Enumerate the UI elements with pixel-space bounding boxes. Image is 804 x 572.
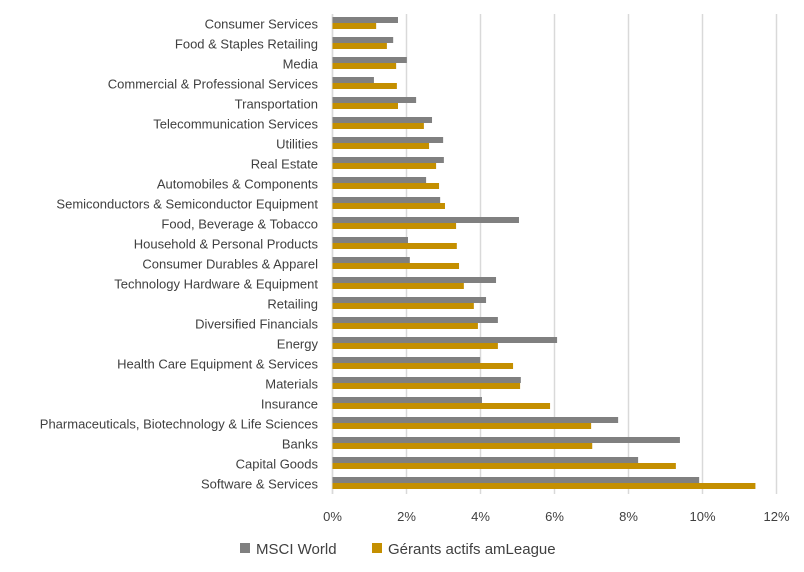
category-label: Telecommunication Services	[153, 117, 318, 132]
bar-msci-world	[332, 177, 427, 183]
bar-msci-world	[332, 357, 481, 363]
bar-gerants-actifs	[332, 383, 521, 389]
legend-swatch	[240, 543, 250, 553]
bar-gerants-actifs	[332, 83, 397, 89]
x-tick-label: 2%	[397, 509, 416, 524]
category-label: Real Estate	[251, 157, 318, 172]
bar-gerants-actifs	[332, 403, 551, 409]
legend-swatch	[372, 543, 382, 553]
bar-msci-world	[332, 457, 639, 463]
bar-gerants-actifs	[332, 163, 437, 169]
bar-gerants-actifs	[332, 423, 592, 429]
category-label: Utilities	[276, 137, 318, 152]
bar-gerants-actifs	[332, 223, 457, 229]
category-label: Consumer Services	[205, 17, 319, 32]
bar-msci-world	[332, 37, 394, 43]
bar-msci-world	[332, 437, 680, 443]
x-tick-label: 4%	[471, 509, 490, 524]
category-label: Commercial & Professional Services	[108, 77, 319, 92]
x-tick-label: 6%	[545, 509, 564, 524]
bar-gerants-actifs	[332, 43, 387, 49]
category-label: Semiconductors & Semiconductor Equipment	[56, 197, 318, 212]
bar-gerants-actifs	[332, 283, 464, 289]
legend: MSCI World Gérants actifs amLeague	[240, 541, 556, 558]
x-tick-label: 0%	[323, 509, 342, 524]
category-label: Energy	[277, 337, 319, 352]
bar-gerants-actifs	[332, 363, 514, 369]
bar-msci-world	[332, 397, 482, 403]
category-label: Health Care Equipment & Services	[117, 357, 318, 372]
bar-gerants-actifs	[332, 263, 460, 269]
x-tick-labels: 0% 2% 4% 6% 8% 10% 12%	[323, 509, 790, 524]
category-label: Technology Hardware & Equipment	[114, 277, 318, 292]
bar-gerants-actifs	[332, 343, 498, 349]
bar-msci-world	[332, 317, 498, 323]
category-label: Software & Services	[201, 477, 319, 492]
category-label: Diversified Financials	[195, 317, 318, 332]
bar-msci-world	[332, 237, 408, 243]
bar-msci-world	[332, 477, 700, 483]
legend-item: Gérants actifs amLeague	[372, 541, 556, 558]
bar-gerants-actifs	[332, 323, 478, 329]
bar-gerants-actifs	[332, 243, 457, 249]
category-label: Household & Personal Products	[134, 237, 319, 252]
category-label: Retailing	[267, 297, 318, 312]
bar-msci-world	[332, 417, 619, 423]
x-tick-label: 8%	[619, 509, 638, 524]
bar-gerants-actifs	[332, 203, 445, 209]
bar-gerants-actifs	[332, 463, 676, 469]
bar-gerants-actifs	[332, 183, 440, 189]
category-label: Banks	[282, 437, 319, 452]
legend-label: MSCI World	[256, 541, 337, 558]
bar-msci-world	[332, 337, 558, 343]
bar-msci-world	[332, 157, 444, 163]
bar-msci-world	[332, 377, 521, 383]
category-labels: Consumer Services Food & Staples Retailin…	[40, 17, 319, 492]
gridlines	[331, 14, 778, 494]
category-label: Consumer Durables & Apparel	[142, 257, 318, 272]
bar-msci-world	[332, 257, 410, 263]
bar-msci-world	[332, 57, 407, 63]
category-label: Food, Beverage & Tobacco	[161, 217, 318, 232]
bar-gerants-actifs	[332, 483, 756, 489]
category-label: Transportation	[235, 97, 318, 112]
bar-gerants-actifs	[332, 143, 430, 149]
x-tick-label: 10%	[689, 509, 715, 524]
category-label: Capital Goods	[236, 457, 319, 472]
bar-msci-world	[332, 117, 433, 123]
legend-item: MSCI World	[240, 541, 337, 558]
bar-msci-world	[332, 217, 519, 223]
bar-msci-world	[332, 97, 417, 103]
bar-gerants-actifs	[332, 123, 424, 129]
bars	[332, 17, 756, 489]
bar-gerants-actifs	[332, 103, 398, 109]
bar-gerants-actifs	[332, 443, 593, 449]
category-label: Materials	[265, 377, 318, 392]
bar-msci-world	[332, 197, 441, 203]
category-label: Insurance	[261, 397, 318, 412]
bar-msci-world	[332, 77, 374, 83]
bar-msci-world	[332, 277, 497, 283]
bar-gerants-actifs	[332, 63, 397, 69]
bar-gerants-actifs	[332, 23, 377, 29]
category-label: Automobiles & Components	[157, 177, 319, 192]
category-label: Pharmaceuticals, Biotechnology & Life Sc…	[40, 417, 319, 432]
bar-msci-world	[332, 17, 398, 23]
category-label: Media	[283, 57, 319, 72]
bar-msci-world	[332, 297, 487, 303]
bar-msci-world	[332, 137, 444, 143]
bar-gerants-actifs	[332, 303, 474, 309]
x-tick-label: 12%	[763, 509, 789, 524]
category-label: Food & Staples Retailing	[175, 37, 318, 52]
legend-label: Gérants actifs amLeague	[388, 541, 556, 558]
